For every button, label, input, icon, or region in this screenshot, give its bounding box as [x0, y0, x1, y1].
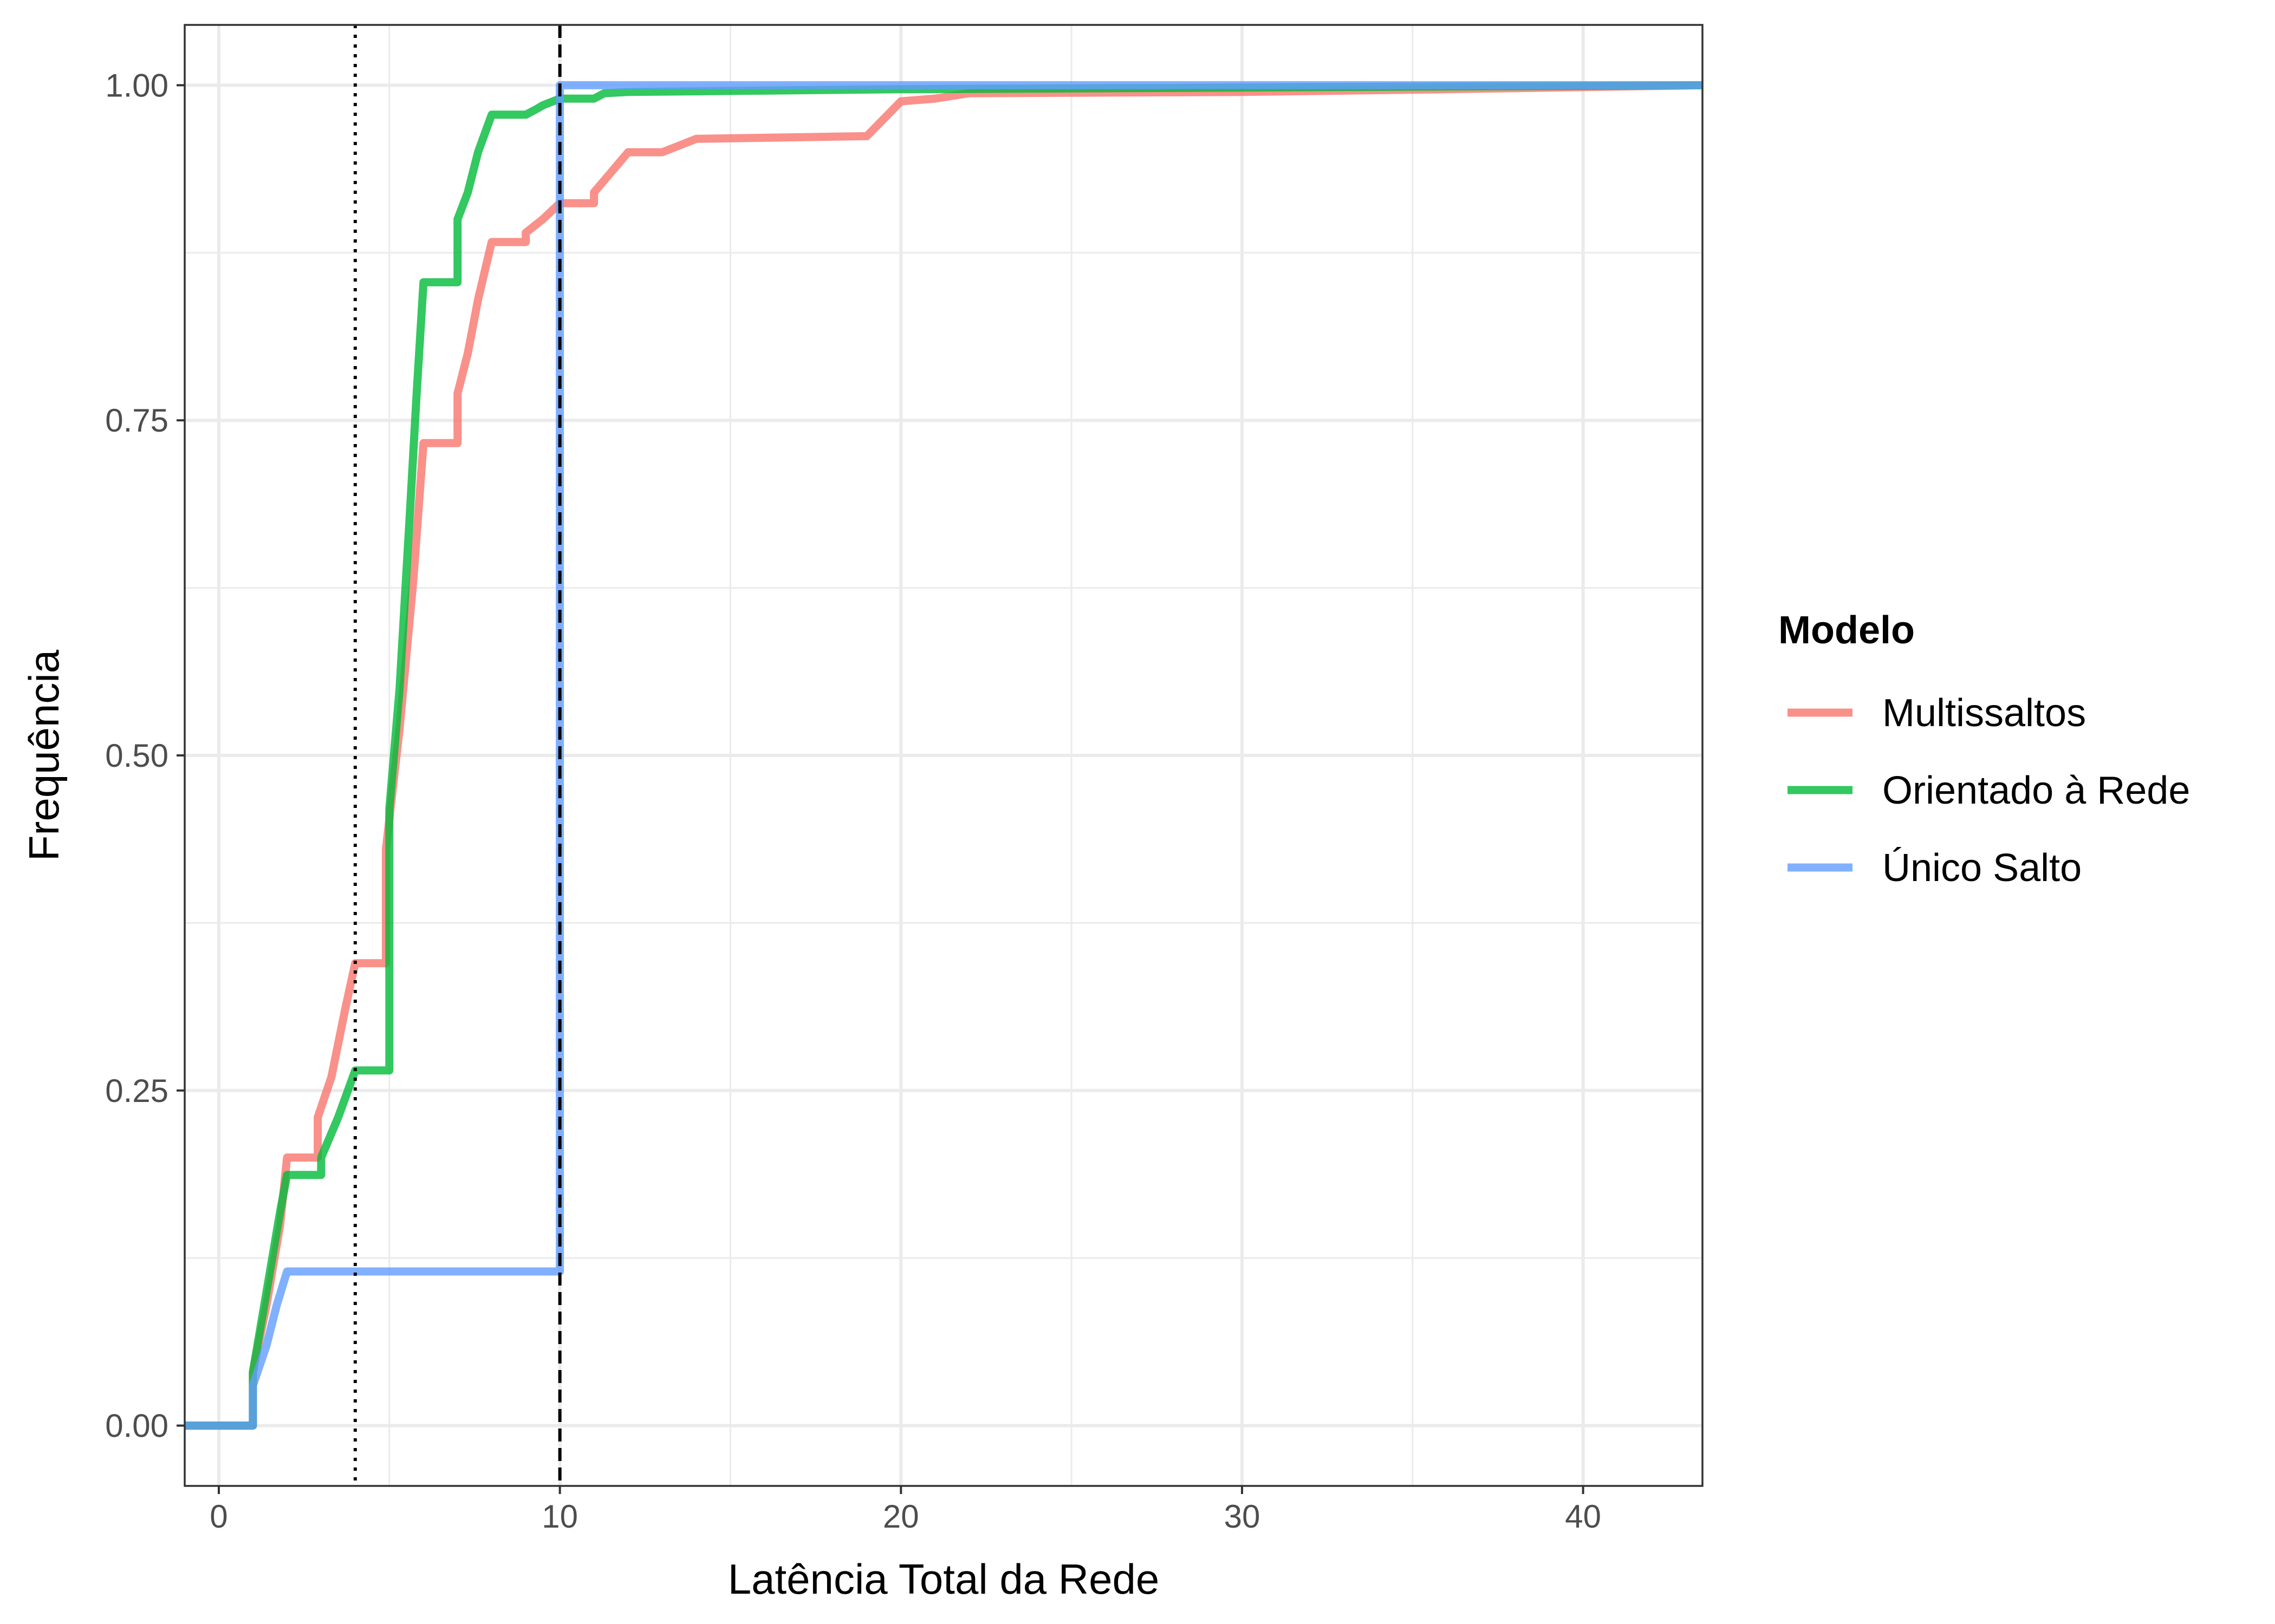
x-tick-label: 40	[1565, 1498, 1601, 1535]
y-tick-label: 0.25	[105, 1073, 168, 1109]
y-tick-label: 0.75	[105, 402, 168, 439]
y-axis-title: Frequência	[20, 649, 68, 861]
series-line-2	[185, 81, 1703, 1430]
legend-label-1: Multissaltos	[1882, 692, 2086, 735]
reference-lines	[353, 25, 562, 1486]
y-tick-label: 0.50	[105, 738, 168, 774]
legend: Modelo Multissaltos Orientado à Rede Único…	[1778, 609, 2190, 890]
x-tick-label: 20	[883, 1498, 919, 1535]
x-tick-label: 30	[1224, 1498, 1260, 1535]
x-axis: 0 10 20 30 40	[210, 1486, 1601, 1535]
y-tick-label: 0.00	[105, 1408, 168, 1444]
x-axis-title: Latência Total da Rede	[728, 1555, 1160, 1603]
series-line-1	[185, 81, 1703, 1430]
x-tick-label: 10	[542, 1498, 578, 1535]
y-tick-label: 1.00	[105, 67, 168, 103]
legend-label-3: Único Salto	[1882, 846, 2082, 890]
legend-title: Modelo	[1778, 609, 1915, 652]
x-tick-label: 0	[210, 1498, 227, 1535]
legend-items: Multissaltos Orientado à Rede Único Salto	[1787, 692, 2190, 890]
legend-label-2: Orientado à Rede	[1882, 769, 2190, 812]
y-axis: 0.00 0.25 0.50 0.75 1.00	[105, 67, 185, 1444]
